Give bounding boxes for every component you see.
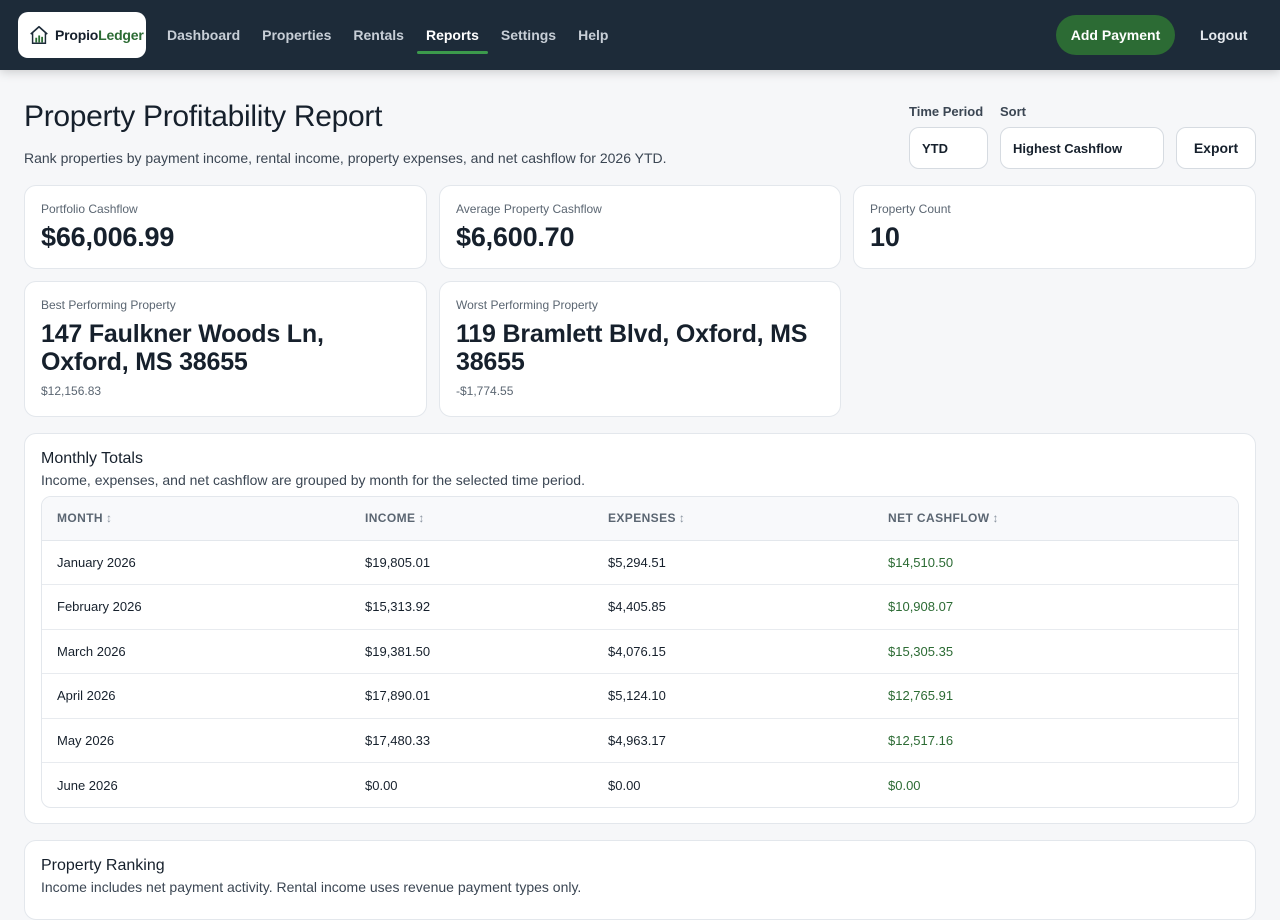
nav-link-rentals[interactable]: Rentals (353, 27, 404, 43)
table-header-row: MONTH ↕ INCOME ↕ EXPENSES ↕ NET CASHFLOW ↕ (42, 497, 1238, 541)
worst-property-card: Worst Performing Property 119 Bramlett B… (439, 281, 841, 417)
table-row: May 2026 $17,480.33 $4,963.17 $12,517.16 (42, 718, 1238, 763)
nav-link-reports[interactable]: Reports (416, 0, 488, 70)
logout-button[interactable]: Logout (1190, 15, 1257, 55)
brand-name: PropioLedger (55, 27, 144, 43)
section-description: Income, expenses, and net cashflow are g… (41, 472, 585, 488)
section-title: Property Ranking (41, 857, 165, 874)
column-header-net-cashflow[interactable]: NET CASHFLOW ↕ (873, 497, 1238, 541)
average-cashflow-card: Average Property Cashflow $6,600.70 (439, 185, 841, 269)
net-cashflow-cell: $0.00 (888, 777, 921, 793)
sort-arrows-icon: ↕ (992, 511, 999, 526)
table-row: January 2026 $19,805.01 $5,294.51 $14,51… (42, 540, 1238, 585)
card-label: Average Property Cashflow (456, 202, 602, 216)
page-title: Property Profitability Report (24, 100, 383, 133)
net-cashflow-cell: $14,510.50 (873, 540, 1238, 585)
nav-link-dashboard[interactable]: Dashboard (167, 27, 241, 43)
sort-arrows-icon: ↕ (418, 511, 425, 526)
property-address: 119 Bramlett Blvd, Oxford, MS 38655 (456, 320, 808, 376)
card-label: Best Performing Property (41, 298, 176, 312)
card-label: Property Count (870, 202, 951, 216)
table-row: April 2026 $17,890.01 $5,124.10 $12,765.… (42, 673, 1238, 719)
expenses-cell: $5,294.51 (593, 540, 873, 585)
income-cell: $17,890.01 (350, 673, 593, 719)
time-period-select[interactable]: YTD (909, 127, 988, 169)
section-title: Monthly Totals (41, 450, 143, 467)
card-value: $6,600.70 (456, 222, 575, 252)
sort-label: Sort (1000, 104, 1026, 119)
nav-link-properties[interactable]: Properties (262, 27, 332, 43)
monthly-totals-table: MONTH ↕ INCOME ↕ EXPENSES ↕ NET CASHFLOW ↕ J… (41, 496, 1239, 808)
add-payment-button[interactable]: Add Payment (1056, 15, 1175, 55)
table-row: June 2026 $0.00 $0.00 $0.00 (42, 763, 1238, 808)
month-cell: January 2026 (42, 540, 350, 585)
nav-link-settings[interactable]: Settings (500, 27, 557, 43)
card-value: 10 (870, 222, 900, 252)
net-cashflow-cell: $10,908.07 (873, 584, 1238, 630)
card-label: Portfolio Cashflow (41, 202, 138, 216)
expenses-cell: $4,076.15 (593, 629, 873, 674)
sort-arrows-icon: ↕ (106, 511, 113, 526)
property-ranking-section: Property Ranking Income includes net pay… (24, 840, 1256, 920)
expenses-cell: $0.00 (608, 777, 641, 793)
nav-links: Dashboard Properties Rentals Reports Set… (158, 0, 621, 70)
expenses-cell: $5,124.10 (593, 673, 873, 719)
month-cell: March 2026 (42, 629, 350, 674)
income-cell: $19,805.01 (350, 540, 593, 585)
property-cashflow: -$1,774.55 (456, 384, 514, 398)
top-navbar: PropioLedger Dashboard Properties Rental… (0, 0, 1280, 70)
house-chart-icon (30, 25, 48, 44)
best-property-card: Best Performing Property 147 Faulkner Wo… (24, 281, 427, 417)
card-label: Worst Performing Property (456, 298, 598, 312)
month-cell: April 2026 (42, 673, 350, 719)
table-row: February 2026 $15,313.92 $4,405.85 $10,9… (42, 584, 1238, 630)
export-button[interactable]: Export (1176, 127, 1256, 169)
time-period-label: Time Period (909, 104, 984, 119)
page-subtitle: Rank properties by payment income, renta… (24, 150, 667, 166)
month-cell: June 2026 (57, 777, 118, 793)
property-address: 147 Faulkner Woods Ln, Oxford, MS 38655 (41, 320, 324, 376)
month-cell: May 2026 (42, 718, 350, 763)
month-cell: February 2026 (42, 584, 350, 630)
expenses-cell: $4,963.17 (593, 718, 873, 763)
net-cashflow-cell: $12,765.91 (873, 673, 1238, 719)
income-cell: $17,480.33 (350, 718, 593, 763)
column-header-month[interactable]: MONTH ↕ (42, 497, 350, 541)
sort-arrows-icon: ↕ (678, 511, 686, 526)
card-value: $66,006.99 (41, 222, 175, 252)
column-header-income[interactable]: INCOME ↕ (350, 497, 593, 541)
column-header-expenses[interactable]: EXPENSES ↕ (593, 497, 873, 541)
net-cashflow-cell: $12,517.16 (873, 718, 1238, 763)
property-cashflow: $12,156.83 (41, 384, 102, 398)
income-cell: $19,381.50 (350, 629, 593, 674)
section-description: Income includes net payment activity. Re… (41, 879, 582, 895)
expenses-cell: $4,405.85 (593, 584, 873, 630)
table-row: March 2026 $19,381.50 $4,076.15 $15,305.… (42, 629, 1238, 674)
property-count-card: Property Count 10 (853, 185, 1256, 269)
portfolio-cashflow-card: Portfolio Cashflow $66,006.99 (24, 185, 427, 269)
monthly-totals-section: Monthly Totals Income, expenses, and net… (24, 433, 1256, 824)
net-cashflow-cell: $15,305.35 (873, 629, 1238, 674)
income-cell: $15,313.92 (350, 584, 593, 630)
brand-logo[interactable]: PropioLedger (18, 12, 146, 58)
nav-link-help[interactable]: Help (578, 27, 609, 43)
sort-select[interactable]: Highest Cashflow (1000, 127, 1164, 169)
income-cell: $0.00 (365, 777, 398, 793)
